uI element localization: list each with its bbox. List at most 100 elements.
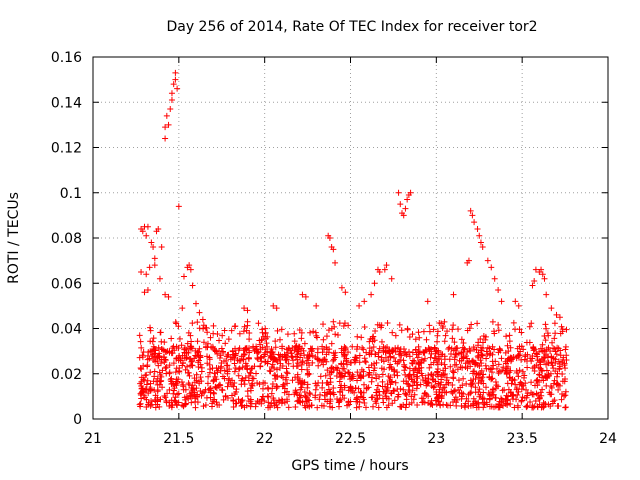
data-point: [416, 348, 423, 355]
data-point: [175, 376, 182, 383]
data-point: [513, 386, 520, 393]
data-point: [189, 282, 196, 289]
data-point: [404, 196, 411, 203]
data-point: [510, 392, 517, 399]
data-point: [521, 356, 528, 363]
x-tick-label: 23.5: [507, 431, 538, 447]
data-point: [468, 321, 475, 328]
data-point: [138, 395, 145, 402]
data-point: [314, 404, 321, 411]
y-tick-label: 0.02: [51, 367, 82, 383]
data-point: [507, 344, 514, 351]
data-point: [156, 403, 163, 410]
data-point: [164, 348, 171, 355]
data-point: [410, 371, 417, 378]
data-point: [166, 402, 173, 409]
data-point: [173, 320, 180, 327]
y-axis-label: ROTI / TECUs: [6, 192, 22, 284]
data-point: [307, 329, 314, 336]
data-point: [462, 364, 469, 371]
data-point: [301, 340, 308, 347]
data-point: [549, 362, 556, 369]
data-point: [146, 386, 153, 393]
data-point: [543, 374, 550, 381]
data-point: [484, 351, 491, 358]
data-point: [507, 389, 514, 396]
data-point: [354, 369, 361, 376]
data-point: [182, 366, 189, 373]
data-point: [328, 340, 335, 347]
data-point: [304, 384, 311, 391]
y-tick-label: 0.14: [51, 95, 82, 111]
data-point: [433, 391, 440, 398]
data-point: [441, 318, 448, 325]
data-point: [299, 359, 306, 366]
data-point: [492, 394, 499, 401]
data-point: [151, 373, 158, 380]
data-point: [460, 375, 467, 382]
data-point: [518, 397, 525, 404]
data-point: [166, 386, 173, 393]
data-point: [539, 341, 546, 348]
data-point: [316, 357, 323, 364]
data-point: [172, 319, 179, 326]
data-point: [302, 293, 309, 300]
data-point: [207, 334, 214, 341]
data-point: [191, 391, 198, 398]
data-point: [496, 368, 503, 375]
data-point: [256, 381, 263, 388]
data-point: [297, 354, 304, 361]
data-point: [489, 318, 496, 325]
data-point: [150, 244, 157, 251]
data-point: [349, 343, 356, 350]
data-point: [314, 345, 321, 352]
data-point: [378, 357, 385, 364]
data-point: [465, 403, 472, 410]
data-point: [319, 384, 326, 391]
data-point: [276, 398, 283, 405]
data-point: [543, 346, 550, 353]
data-point: [247, 398, 254, 405]
data-point: [347, 376, 354, 383]
data-point: [429, 402, 436, 409]
data-point: [448, 350, 455, 357]
data-point: [322, 372, 329, 379]
data-point: [460, 340, 467, 347]
data-point: [534, 391, 541, 398]
data-point: [426, 348, 433, 355]
data-point: [402, 390, 409, 397]
data-point: [144, 352, 151, 359]
data-point: [488, 369, 495, 376]
data-point: [353, 404, 360, 411]
data-point: [366, 369, 373, 376]
data-point: [464, 259, 471, 266]
data-point: [361, 381, 368, 388]
data-point: [471, 361, 478, 368]
data-point: [347, 398, 354, 405]
data-point: [187, 343, 194, 350]
data-point: [267, 352, 274, 359]
data-point: [555, 345, 562, 352]
data-point: [168, 335, 175, 342]
data-point: [323, 333, 330, 340]
data-point: [214, 401, 221, 408]
data-point: [531, 382, 538, 389]
data-point: [413, 385, 420, 392]
data-point: [330, 384, 337, 391]
data-point: [222, 340, 229, 347]
data-point: [488, 375, 495, 382]
data-point: [482, 362, 489, 369]
data-point: [306, 389, 313, 396]
data-point: [386, 377, 393, 384]
data-point: [400, 212, 407, 219]
data-point: [202, 386, 209, 393]
data-point: [188, 385, 195, 392]
data-point: [538, 266, 545, 273]
data-point: [184, 340, 191, 347]
data-point: [307, 391, 314, 398]
data-point: [168, 397, 175, 404]
data-point: [173, 355, 180, 362]
data-point: [373, 359, 380, 366]
data-point: [450, 291, 457, 298]
data-point: [483, 355, 490, 362]
